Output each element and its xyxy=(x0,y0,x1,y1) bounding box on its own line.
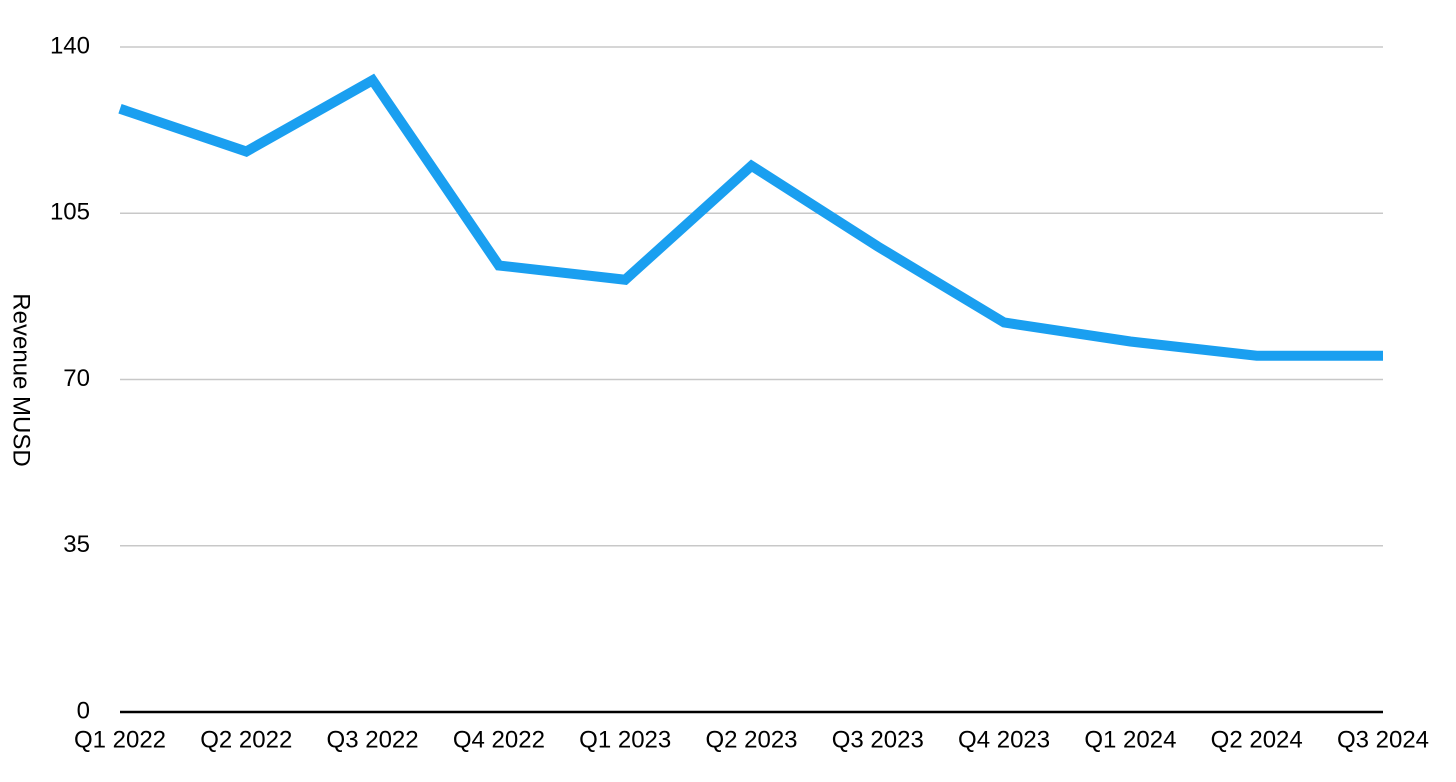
line-series xyxy=(118,73,1383,361)
x-tick-label: Q4 2023 xyxy=(958,726,1050,753)
x-tick-label: Q1 2022 xyxy=(74,726,166,753)
y-tick-label: 0 xyxy=(77,697,90,724)
x-tick-label: Q1 2024 xyxy=(1084,726,1176,753)
x-tick-label: Q1 2023 xyxy=(579,726,671,753)
y-tick-label: 35 xyxy=(63,531,90,558)
y-axis-label: Revenue MUSD xyxy=(8,293,35,466)
y-tick-label: 105 xyxy=(50,199,90,226)
x-tick-label: Q3 2022 xyxy=(327,726,419,753)
x-tick-label: Q4 2022 xyxy=(453,726,545,753)
y-tick-label: 140 xyxy=(50,32,90,59)
y-tick-label: 70 xyxy=(63,365,90,392)
x-tick-label: Q3 2023 xyxy=(832,726,924,753)
x-tick-label: Q2 2023 xyxy=(705,726,797,753)
x-tick-label: Q2 2024 xyxy=(1211,726,1303,753)
x-tick-label: Q2 2022 xyxy=(200,726,292,753)
x-tick-label: Q3 2024 xyxy=(1337,726,1429,753)
